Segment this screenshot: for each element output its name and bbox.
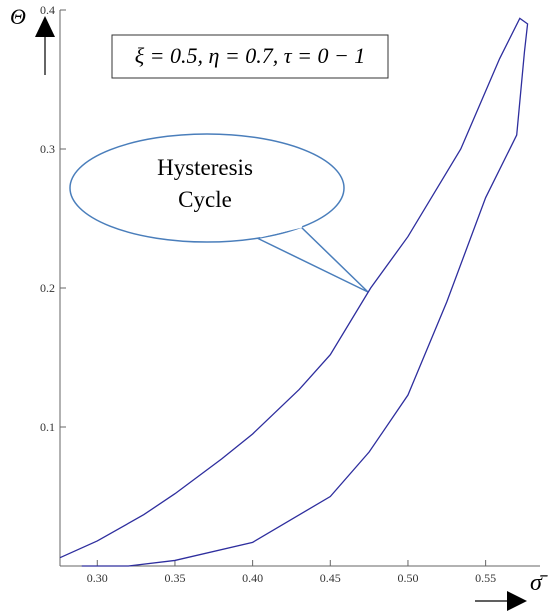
y-tick-label: 0.1	[40, 420, 55, 434]
data-line	[59, 17, 529, 567]
y-axis-label: Θ	[10, 4, 26, 29]
parameter-box	[111, 34, 389, 79]
x-tick-label: 0.50	[397, 571, 418, 585]
parameters: ξ = 0.5, η = 0.7, τ = 0 − 1	[135, 43, 366, 68]
x-tick-label: 0.30	[87, 571, 108, 585]
y-tick-label: 0.4	[40, 3, 55, 17]
callout-bubble	[69, 133, 345, 243]
x-tick-label: 0.40	[242, 571, 263, 585]
x-tick-label: 0.35	[164, 571, 185, 585]
y-arrow-head	[35, 16, 55, 37]
x-tick-label: 0.55	[475, 571, 496, 585]
callout-line: Hysteresis	[157, 155, 253, 180]
y-tick-label: 0.3	[40, 142, 55, 156]
callout-join	[259, 224, 303, 238]
callout-line: Cycle	[178, 187, 232, 212]
y-tick-label: 0.2	[40, 281, 55, 295]
x-axis-label: σ̄	[530, 570, 548, 596]
x-tick-label: 0.45	[320, 571, 341, 585]
x-arrow-head	[507, 591, 527, 611]
